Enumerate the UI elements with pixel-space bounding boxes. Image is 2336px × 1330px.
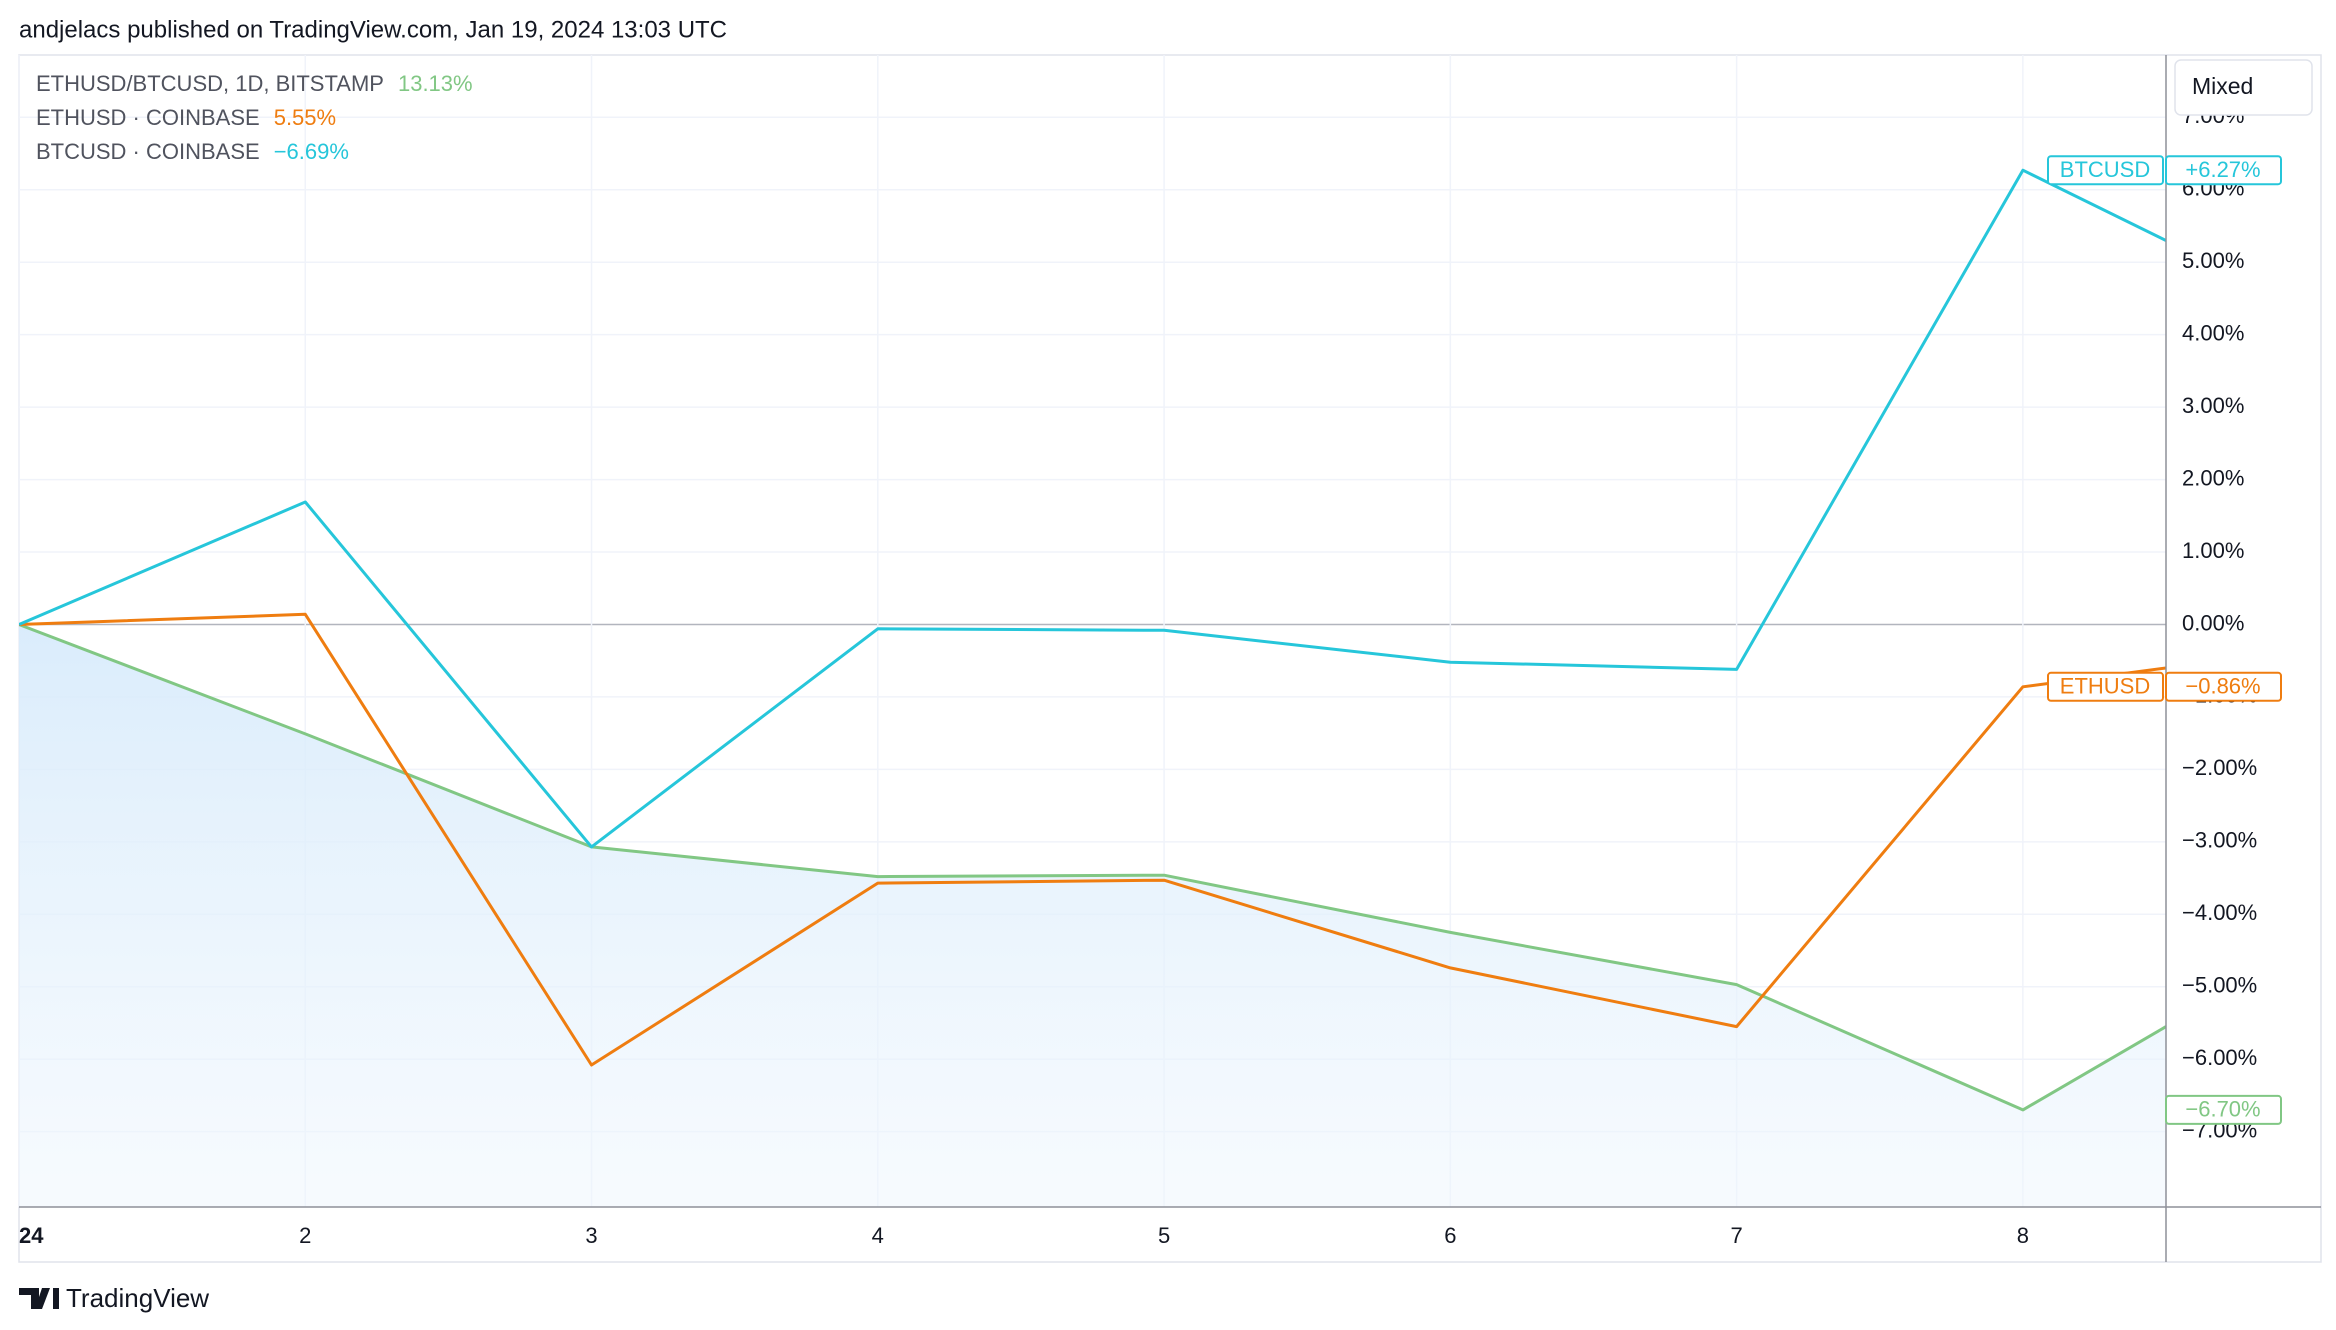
brand-logo: TradingView: [19, 1283, 209, 1313]
x-tick-label: 5: [1158, 1223, 1170, 1248]
x-tick-label: 24: [19, 1223, 44, 1248]
grid: [18, 55, 2166, 1207]
legend-change: 5.55%: [274, 105, 336, 130]
y-tick-label: 2.00%: [2182, 465, 2244, 490]
x-tick-label: 6: [1444, 1223, 1456, 1248]
y-tick-label: −5.00%: [2182, 973, 2257, 998]
legend-change: 13.13%: [398, 71, 473, 96]
price-tag-box: [2165, 1094, 2282, 1125]
y-tick-label: 5.00%: [2182, 248, 2244, 273]
series-line: [19, 168, 2166, 849]
legend-name: BTCUSD · COINBASE: [36, 139, 260, 164]
mixed-button[interactable]: [2174, 59, 2313, 116]
price-tag-value: −0.86%: [2185, 674, 2260, 699]
price-tag-value: +6.27%: [2185, 157, 2260, 182]
y-tick-label: −3.00%: [2182, 828, 2257, 853]
legend-name: ETHUSD/BTCUSD, 1D, BITSTAMP: [36, 71, 384, 96]
price-tag-box: [2165, 671, 2282, 702]
y-tick-label: 4.00%: [2182, 320, 2244, 345]
legend-name: ETHUSD · COINBASE: [36, 105, 260, 130]
x-tick-label: 2: [299, 1223, 311, 1248]
y-tick-label: −4.00%: [2182, 900, 2257, 925]
mixed-button-label[interactable]: Mixed: [2192, 73, 2253, 99]
price-tag-value: −6.70%: [2185, 1097, 2260, 1122]
price-tags: −6.70% −0.86% ETHUSD +6.27% BTCUSD: [2047, 155, 2282, 1125]
y-tick-label: −2.00%: [2182, 755, 2257, 780]
legend-change: −6.69%: [274, 139, 349, 164]
plot: [19, 168, 2166, 1207]
name-tag-box: [2047, 155, 2164, 186]
x-tick-label: 8: [2017, 1223, 2029, 1248]
series-area: [19, 624, 2166, 1207]
y-tick-label: 0.00%: [2182, 610, 2244, 635]
name-tag: BTCUSD: [2060, 157, 2150, 182]
x-tick-label: 7: [1730, 1223, 1742, 1248]
header: andjelacs published on TradingView.com, …: [19, 16, 727, 43]
logo-icon: [19, 1288, 59, 1309]
name-tag: ETHUSD: [2060, 674, 2150, 699]
series-line: [19, 612, 2166, 1067]
legend: ETHUSD/BTCUSD, 1D, BITSTAMP 13.13% ETHUSD …: [36, 71, 473, 164]
series-line: [19, 623, 2166, 1112]
y-tick-label: −6.00%: [2182, 1045, 2257, 1070]
y-tick-label: 1.00%: [2182, 538, 2244, 563]
y-tick-label: 3.00%: [2182, 393, 2244, 418]
brand: TradingView: [66, 1283, 209, 1313]
x-tick-label: 3: [585, 1223, 597, 1248]
x-tick-label: 4: [872, 1223, 884, 1248]
name-tag-box: [2047, 671, 2164, 702]
price-tag-box: [2165, 155, 2282, 186]
